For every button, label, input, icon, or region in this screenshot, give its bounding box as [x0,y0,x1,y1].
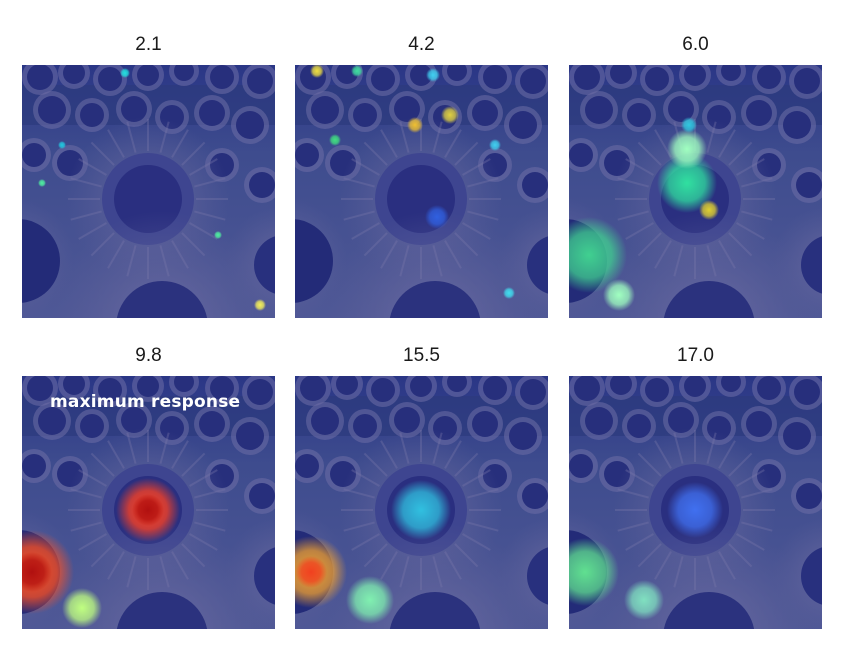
panel-title-1: 2.1 [135,34,162,55]
heatmap-panel-3 [569,65,822,318]
heatmap-panel-2 [295,65,548,318]
panel-title-5: 15.5 [403,345,440,366]
heatmap-image-6 [569,376,822,629]
heatmap-image-3 [569,65,822,318]
heatmap-panel-4: maximum response [22,376,275,629]
panel-title-3: 6.0 [682,34,709,55]
heatmap-image-2 [295,65,548,318]
heatmap-panel-1 [22,65,275,318]
heatmap-image-1 [22,65,275,318]
heatmap-panel-5 [295,376,548,629]
panel-title-4: 9.8 [135,345,162,366]
maximum-response-label: maximum response [50,392,241,412]
heatmap-panel-6 [569,376,822,629]
heatmap-image-4 [22,376,275,629]
panel-title-6: 17.0 [677,345,714,366]
heatmap-image-5 [295,376,548,629]
panel-title-2: 4.2 [408,34,435,55]
